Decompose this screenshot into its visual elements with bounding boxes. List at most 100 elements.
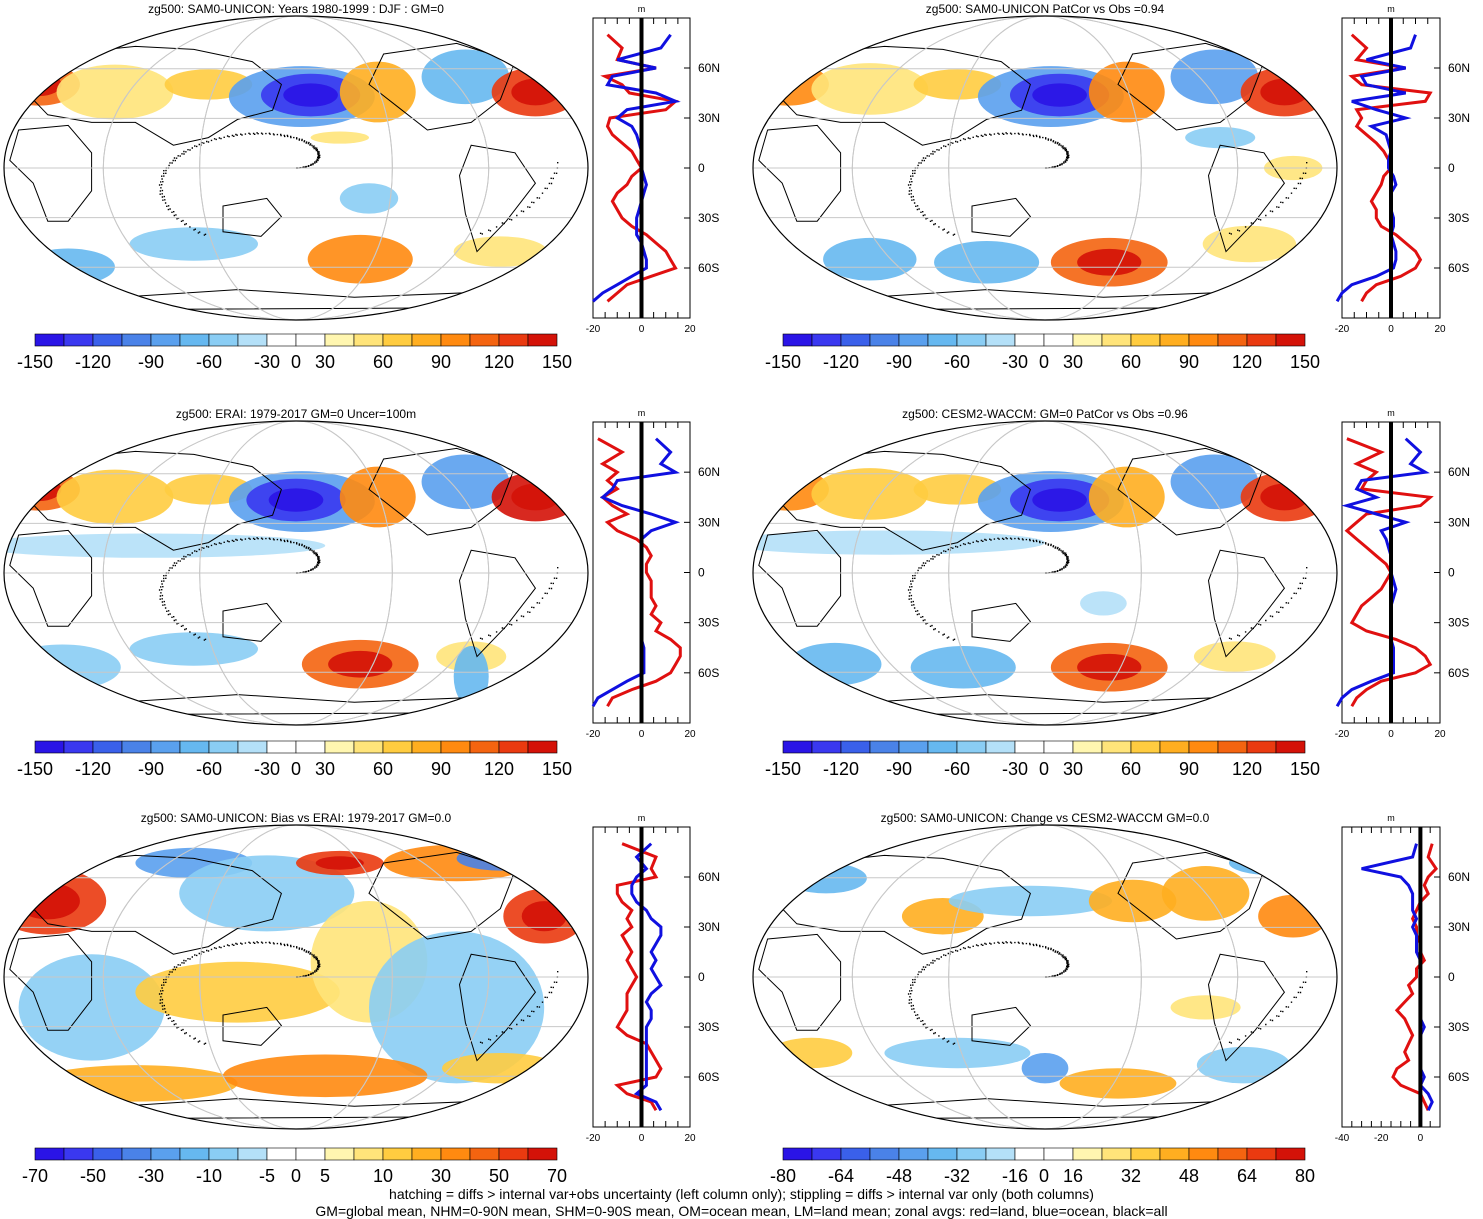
colorbar-swatch bbox=[121, 740, 152, 754]
figure-caption-line-1: hatching = diffs > internal var+obs unce… bbox=[389, 1186, 1094, 1202]
profile-y-tick-label: 0 bbox=[1448, 566, 1455, 580]
colorbar-swatch bbox=[498, 333, 529, 347]
profile-x-tick-label: -20 bbox=[1335, 324, 1350, 335]
colorbar-swatch bbox=[1275, 333, 1306, 347]
coastline bbox=[1117, 42, 1265, 131]
profile-units: m bbox=[638, 408, 646, 418]
profile-y-tick-label: 60N bbox=[698, 870, 720, 884]
coastline bbox=[222, 602, 283, 642]
profile-x-tick-label: 0 bbox=[1418, 1133, 1424, 1144]
colorbar-swatch bbox=[237, 1147, 268, 1161]
colorbar-swatch bbox=[92, 333, 123, 347]
colorbar-swatch bbox=[150, 1147, 181, 1161]
colorbar-tick-label: -90 bbox=[138, 759, 164, 779]
anomaly-region bbox=[1193, 641, 1276, 672]
colorbar-swatch bbox=[179, 740, 210, 754]
anomaly-core bbox=[1077, 653, 1142, 681]
graticule-lon bbox=[851, 825, 1239, 1129]
ocean-profile-line bbox=[1335, 34, 1417, 303]
colorbar-swatch bbox=[382, 333, 413, 347]
colorbar-swatch bbox=[927, 740, 958, 754]
colorbar-swatch bbox=[440, 1147, 471, 1161]
colorbar-swatch bbox=[440, 333, 471, 347]
colorbar-tick-label: -16 bbox=[1002, 1166, 1028, 1186]
colorbar-swatch bbox=[927, 333, 958, 347]
colorbar-swatch bbox=[527, 333, 558, 347]
colorbar-swatch bbox=[898, 740, 929, 754]
colorbar-swatch bbox=[1159, 1147, 1190, 1161]
colorbar-tick-label: 0 bbox=[291, 352, 301, 372]
colorbar-tick-label: -30 bbox=[254, 759, 280, 779]
colorbar-swatch bbox=[985, 1147, 1016, 1161]
map-field bbox=[4, 421, 588, 725]
map-field bbox=[753, 825, 1337, 1129]
colorbar-swatch bbox=[63, 333, 94, 347]
panel-title: zg500: SAM0-UNICON: Bias vs ERAI: 1979-2… bbox=[141, 811, 452, 825]
zonal-profile: m -20 0 20 60N 30N 0 30S 60S bbox=[586, 4, 720, 335]
profile-y-tick-label: 60S bbox=[1448, 261, 1469, 275]
colorbar-tick-label: -90 bbox=[886, 759, 912, 779]
profile-x-tick-label: 20 bbox=[684, 729, 696, 740]
anomaly-core bbox=[16, 72, 62, 97]
colorbar-swatch bbox=[1130, 333, 1161, 347]
panel-title: zg500: SAM0-UNICON: Change vs CESM2-WACC… bbox=[881, 811, 1210, 825]
anomaly-region bbox=[135, 961, 340, 1023]
coastline bbox=[17, 854, 282, 955]
colorbar-swatch bbox=[1217, 740, 1248, 754]
anomaly-region bbox=[1202, 225, 1297, 263]
profile-y-tick-label: 0 bbox=[698, 161, 705, 175]
profile-y-tick-label: 60N bbox=[1448, 870, 1470, 884]
colorbar-tick-label: -50 bbox=[80, 1166, 106, 1186]
ocean-profile-line bbox=[592, 33, 681, 303]
anomaly-core bbox=[521, 901, 567, 932]
colorbar: -80 -64 -48 -32 -16 0 16 32 48 64 80 bbox=[770, 1147, 1315, 1186]
colorbar-swatch bbox=[1072, 333, 1103, 347]
anomaly-region bbox=[1088, 61, 1165, 123]
coastline bbox=[458, 549, 537, 658]
colorbar-swatch bbox=[469, 1147, 500, 1161]
colorbar-swatch bbox=[840, 333, 871, 347]
colorbar: -150 -120 -90 -60 -30 0 30 60 90 120 150 bbox=[765, 333, 1320, 372]
profile-y-tick-label: 30N bbox=[1448, 920, 1470, 934]
colorbar-tick-label: 60 bbox=[1121, 352, 1141, 372]
colorbar-tick-label: -90 bbox=[886, 352, 912, 372]
zonal-profile: m -20 0 20 60N 30N 0 30S 60S bbox=[586, 813, 720, 1144]
anomaly-region bbox=[339, 183, 399, 214]
profile-units: m bbox=[638, 4, 646, 14]
profile-x-tick-label: 0 bbox=[639, 324, 645, 335]
colorbar-tick-label: 120 bbox=[1232, 759, 1262, 779]
colorbar-tick-label: -48 bbox=[886, 1166, 912, 1186]
graticule-lon bbox=[948, 421, 1142, 725]
anomaly-core bbox=[1032, 488, 1087, 512]
colorbar-swatch bbox=[324, 1147, 355, 1161]
colorbar-swatch bbox=[898, 1147, 929, 1161]
colorbar-swatch bbox=[1014, 333, 1045, 347]
panel-title: zg500: CESM2-WACCM: GM=0 PatCor vs Obs =… bbox=[902, 407, 1188, 421]
colorbar-tick-label: -60 bbox=[944, 759, 970, 779]
colorbar-swatch bbox=[208, 740, 239, 754]
profile-y-tick-label: 60S bbox=[698, 261, 719, 275]
graticule-lon bbox=[199, 825, 393, 1129]
land-profile-line bbox=[1344, 437, 1434, 708]
coastline bbox=[368, 447, 516, 536]
colorbar-swatch bbox=[840, 740, 871, 754]
colorbar-tick-label: -150 bbox=[765, 352, 801, 372]
colorbar-tick-label: -70 bbox=[22, 1166, 48, 1186]
profile-y-tick-label: 30S bbox=[1448, 616, 1469, 630]
colorbar-swatch bbox=[440, 740, 471, 754]
panel-5: zg500: SAM0-UNICON: Bias vs ERAI: 1979-2… bbox=[3, 811, 720, 1186]
anomaly-region bbox=[339, 61, 416, 123]
colorbar-swatch bbox=[869, 740, 900, 754]
anomaly-region bbox=[770, 1037, 853, 1069]
anomaly-core bbox=[283, 83, 338, 107]
colorbar-tick-label: -120 bbox=[823, 759, 859, 779]
colorbar-swatch bbox=[898, 333, 929, 347]
coastline bbox=[458, 953, 537, 1062]
colorbar-swatch bbox=[63, 1147, 94, 1161]
colorbar-swatch bbox=[63, 740, 94, 754]
panel-title: zg500: SAM0-UNICON PatCor vs Obs =0.94 bbox=[926, 2, 1165, 16]
colorbar-swatch bbox=[353, 1147, 384, 1161]
coastline bbox=[368, 851, 516, 940]
colorbar-tick-label: 60 bbox=[1121, 759, 1141, 779]
land-profile-line bbox=[597, 437, 682, 708]
